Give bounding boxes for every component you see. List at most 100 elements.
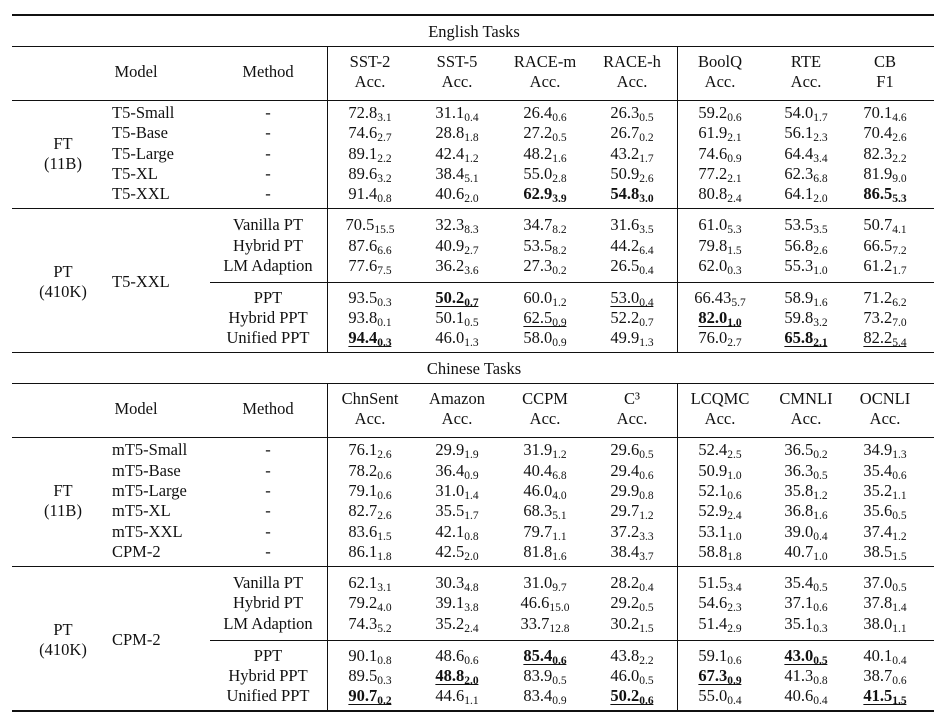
mean: 28.8 [435, 123, 465, 143]
std: 15.0 [549, 602, 570, 615]
result-value: 46.00.5 [610, 666, 653, 687]
std: 0.5 [639, 602, 654, 615]
std: 3.2 [377, 172, 392, 185]
mean: 53.0 [610, 287, 640, 307]
vertical-rule [327, 46, 328, 353]
std: 3.2 [813, 317, 828, 330]
method-name: - [265, 184, 271, 204]
result-value: 90.10.8 [348, 646, 391, 667]
result-value: 48.82.0 [435, 667, 479, 687]
std: 0.5 [464, 317, 479, 330]
mean: 93.5 [348, 287, 378, 307]
std: 0.6 [552, 654, 567, 667]
result-value: 68.35.1 [523, 501, 566, 522]
std: 1.9 [464, 449, 479, 462]
result-cell: 29.71.2 [610, 501, 653, 522]
mean: 51.5 [698, 572, 728, 592]
result-value: 91.40.8 [348, 184, 391, 205]
result-cell: 66.57.2 [863, 236, 906, 257]
mean: 35.4 [863, 460, 893, 480]
std: 2.6 [892, 132, 907, 145]
result-value: 29.91.9 [435, 440, 479, 462]
mean: 40.4 [523, 460, 553, 480]
model-name: mT5-Large [112, 481, 187, 500]
mean: 27.3 [523, 255, 553, 275]
mean: 52.9 [698, 501, 728, 521]
result-value: 89.12.2 [348, 144, 391, 165]
result-cell: 44.61.1 [435, 686, 478, 707]
mean: 65.8 [784, 328, 814, 348]
mean: 29.9 [610, 481, 640, 500]
mean: 26.3 [610, 103, 640, 122]
method-name: - [265, 541, 271, 561]
std: 2.0 [813, 193, 828, 206]
mean: 36.4 [435, 460, 465, 480]
result-cell: 34.91.3 [863, 440, 907, 462]
std: 1.0 [727, 317, 742, 330]
result-value: 27.20.5 [523, 123, 566, 144]
vertical-rule [677, 46, 678, 353]
mean: 86.5 [863, 184, 893, 204]
std: 2.4 [727, 510, 742, 523]
result-cell: 70.42.6 [863, 123, 907, 145]
std: 0.6 [813, 602, 828, 615]
header-metric: Acc. [790, 409, 822, 429]
result-cell: 36.81.6 [784, 501, 827, 522]
result-cell: 91.40.8 [348, 184, 391, 205]
result-cell: 29.20.5 [610, 593, 654, 615]
result-value: 36.23.6 [435, 256, 479, 277]
std: 15.5 [374, 224, 395, 237]
result-cell: 28.20.4 [610, 573, 653, 594]
result-value: 87.66.6 [348, 235, 391, 257]
std: 1.0 [727, 469, 742, 482]
result-value: 85.40.6 [523, 647, 567, 667]
mean: 58.9 [784, 287, 814, 307]
std: 1.2 [552, 449, 567, 462]
mean: 59.1 [698, 645, 728, 665]
std: 7.5 [377, 264, 392, 277]
result-cell: 89.63.2 [348, 164, 392, 185]
result-cell: 35.51.7 [435, 501, 478, 522]
mean: 34.9 [863, 440, 893, 460]
std: 3.1 [377, 581, 392, 594]
mean: 87.6 [348, 235, 378, 255]
header-task: LCQMC [690, 389, 750, 409]
result-value: 42.41.2 [435, 144, 478, 165]
result-value: 82.32.2 [863, 144, 906, 165]
mean: 81.9 [863, 163, 893, 183]
result-value: 26.30.5 [610, 103, 653, 124]
method-name: - [265, 481, 271, 500]
result-cell: 33.712.8 [521, 614, 570, 635]
result-value: 53.58.2 [523, 236, 566, 257]
result-cell: 28.81.8 [435, 123, 478, 144]
result-value: 90.70.2 [348, 687, 392, 707]
mean: 74.3 [348, 613, 378, 633]
rule [12, 437, 934, 439]
result-value: 29.20.5 [610, 593, 654, 615]
result-cell: 53.00.4 [610, 287, 654, 309]
result-value: 34.78.2 [523, 215, 566, 236]
rule [12, 100, 934, 101]
std: 8.3 [464, 224, 479, 237]
std: 2.1 [813, 337, 828, 350]
result-cell: 38.43.7 [610, 542, 653, 563]
result-cell: 40.62.0 [435, 184, 478, 205]
mean: 70.5 [345, 215, 375, 235]
rule [12, 565, 934, 567]
result-value: 66.435.7 [694, 288, 746, 309]
result-cell: 56.12.3 [784, 123, 827, 144]
std: 1.3 [892, 449, 907, 462]
result-value: 93.80.1 [348, 308, 391, 329]
result-value: 40.60.4 [784, 686, 827, 707]
result-cell: 49.91.3 [610, 328, 653, 349]
std: 1.1 [892, 622, 907, 635]
std: 0.4 [727, 695, 742, 708]
std: 3.6 [464, 264, 479, 277]
mean: 37.2 [610, 521, 640, 541]
result-value: 38.43.7 [610, 542, 653, 563]
mean: 40.6 [784, 686, 814, 706]
std: 6.8 [813, 172, 828, 185]
result-cell: 58.81.8 [698, 542, 741, 563]
std: 1.2 [552, 296, 567, 309]
mean: 72.8 [348, 103, 378, 122]
